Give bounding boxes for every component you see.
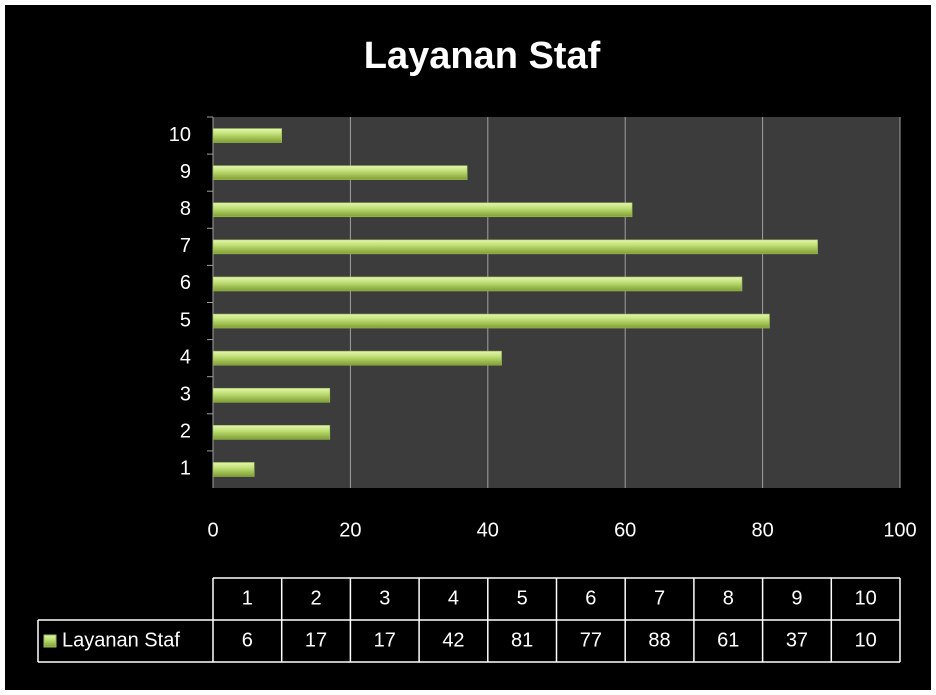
table-header: 2 <box>310 587 321 609</box>
y-tick-label: 9 <box>180 161 191 183</box>
x-tick-label: 0 <box>207 519 218 541</box>
y-tick-label: 2 <box>180 421 191 443</box>
x-tick-label: 100 <box>883 519 916 541</box>
table-header: 7 <box>654 587 665 609</box>
table-header: 1 <box>242 587 253 609</box>
table-header: 3 <box>379 587 390 609</box>
legend-swatch <box>43 634 57 648</box>
x-tick-label: 40 <box>477 519 499 541</box>
y-tick-label: 4 <box>180 346 191 368</box>
table-header: 6 <box>585 587 596 609</box>
table-header: 9 <box>791 587 802 609</box>
table-value: 61 <box>717 629 739 651</box>
table-value: 17 <box>305 629 327 651</box>
x-tick-label: 60 <box>614 519 636 541</box>
table-header: 5 <box>517 587 528 609</box>
table-value: 37 <box>786 629 808 651</box>
bar <box>212 239 818 255</box>
x-tick-label: 20 <box>339 519 361 541</box>
bar <box>212 425 331 440</box>
bar <box>212 276 743 292</box>
table-value: 88 <box>648 629 670 651</box>
bar <box>212 350 502 366</box>
bar <box>212 128 282 143</box>
legend-label: Layanan Staf <box>62 629 180 651</box>
y-tick-label: 5 <box>180 309 191 331</box>
table-header: 4 <box>448 587 459 609</box>
y-tick-label: 7 <box>180 235 191 257</box>
bar <box>212 313 770 329</box>
table-value: 17 <box>374 629 396 651</box>
y-tick-label: 6 <box>180 272 191 294</box>
y-tick-label: 10 <box>169 124 191 146</box>
table-value: 6 <box>242 629 253 651</box>
table-value: 10 <box>855 629 877 651</box>
x-tick-label: 80 <box>751 519 773 541</box>
table-value: 77 <box>580 629 602 651</box>
table-header: 10 <box>855 587 877 609</box>
y-tick-label: 1 <box>180 458 191 480</box>
bar <box>212 387 331 403</box>
table-header: 8 <box>723 587 734 609</box>
y-tick-label: 3 <box>180 384 191 406</box>
bar <box>212 165 468 180</box>
bar <box>212 462 255 477</box>
bar <box>212 202 633 218</box>
y-tick-label: 8 <box>180 198 191 220</box>
table-value: 42 <box>442 629 464 651</box>
chart-title: Layanan Staf <box>364 35 601 77</box>
table-value: 81 <box>511 629 533 651</box>
